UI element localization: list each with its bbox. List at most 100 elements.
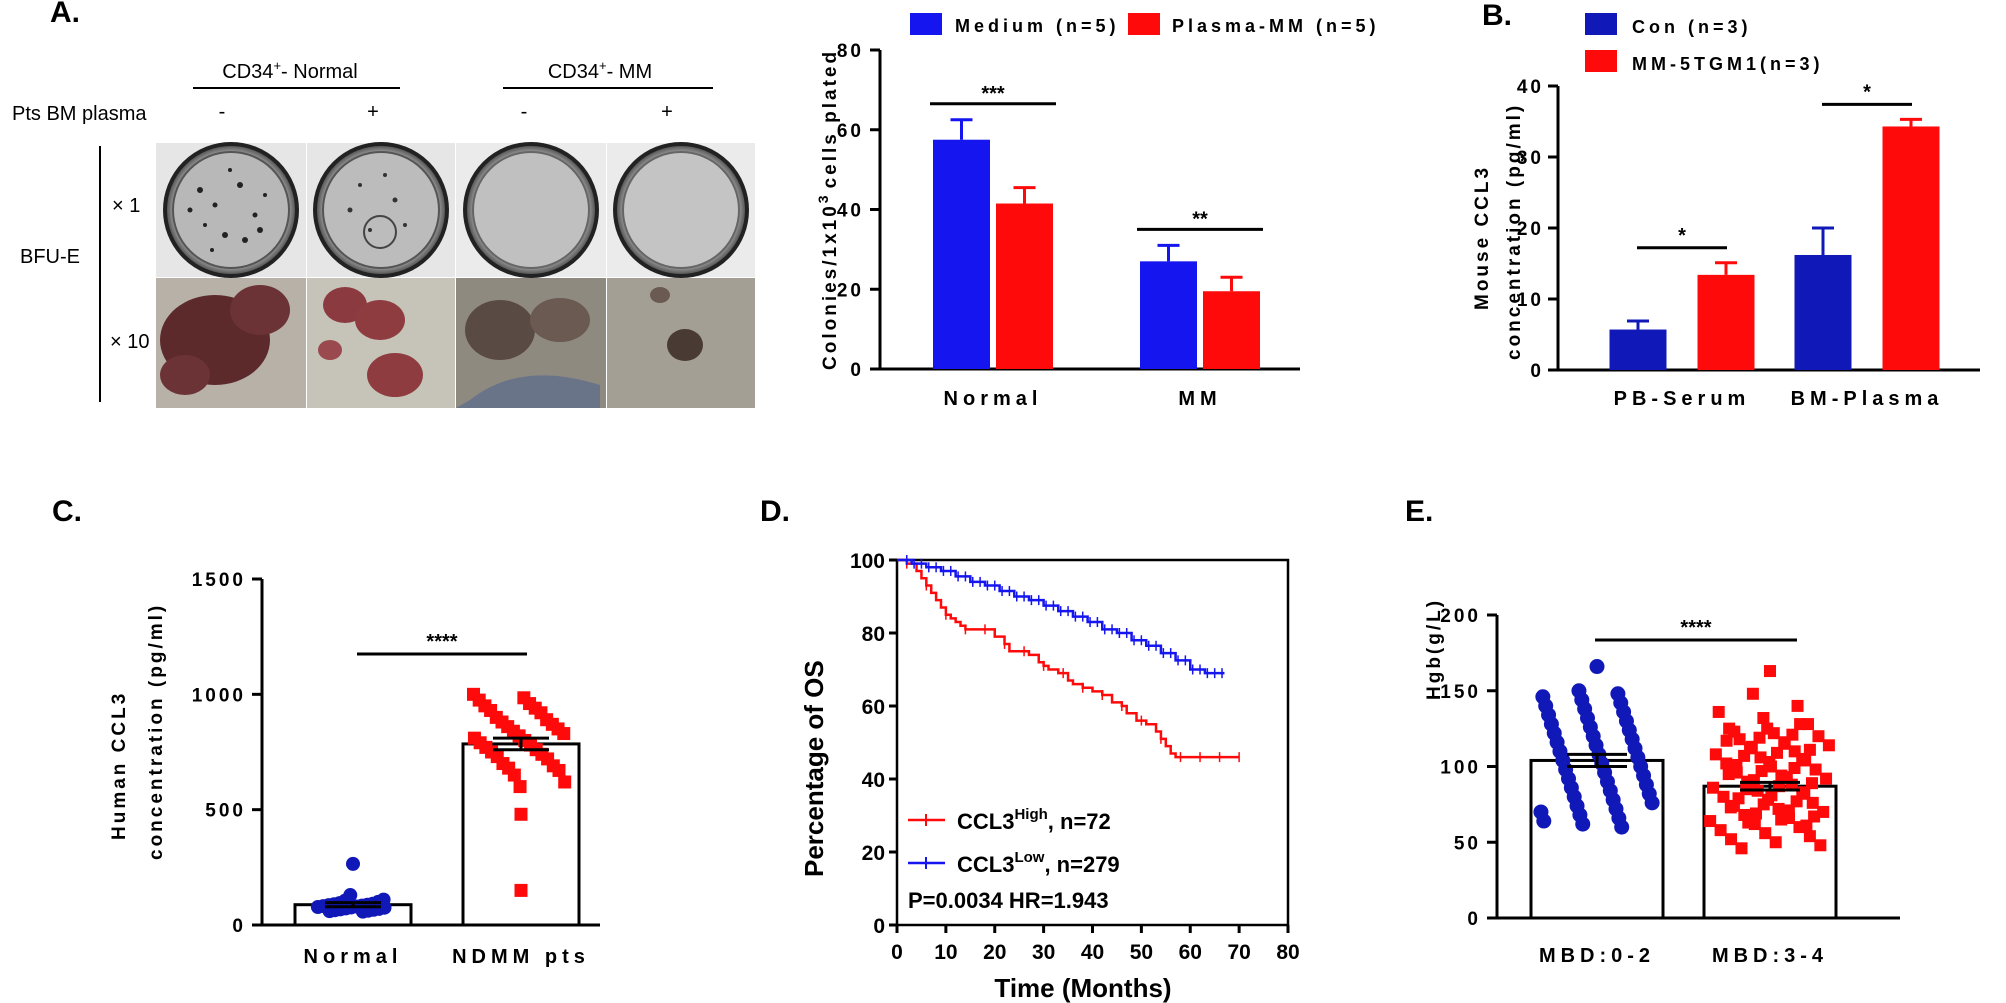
chart-b-sig-label: * bbox=[1678, 225, 1686, 247]
legend-swatch-5tgm1 bbox=[1585, 50, 1617, 72]
chart-e-ytick-label: 50 bbox=[1454, 833, 1481, 854]
chart-e-point-mbd34 bbox=[1707, 781, 1719, 794]
chart-e-point-mbd34 bbox=[1757, 798, 1770, 811]
chart-c-category-label: Normal bbox=[304, 946, 403, 968]
chart-d-xtick-label: 40 bbox=[1081, 941, 1104, 964]
chart-b-ytick-label: 40 bbox=[1517, 77, 1544, 98]
chart-a-bar bbox=[933, 139, 990, 369]
chart-a-sig-label: *** bbox=[981, 83, 1005, 105]
photo-row-label: BFU-E bbox=[20, 246, 80, 268]
chart-c-point-normal bbox=[346, 856, 360, 871]
photo-mag-1: × 1 bbox=[112, 195, 140, 217]
chart-d-curve-low bbox=[897, 558, 1225, 675]
chart-a-ytick-label: 80 bbox=[837, 41, 864, 62]
micro-mm-minus bbox=[456, 278, 606, 408]
photo-sign-4: + bbox=[661, 101, 673, 123]
photo-col-group-normal: CD34+- Normal bbox=[222, 58, 357, 83]
chart-e-point-mbd34 bbox=[1720, 757, 1733, 770]
chart-e-point-mbd34 bbox=[1808, 810, 1821, 823]
chart-d-xtick-label: 50 bbox=[1130, 941, 1153, 964]
chart-b-category-label: PB-Serum bbox=[1614, 388, 1751, 410]
chart-b-sig-label: * bbox=[1863, 81, 1871, 103]
chart-b-ytick-label: 0 bbox=[1530, 361, 1544, 382]
chart-b-category-label: BM-Plasma bbox=[1791, 388, 1944, 410]
chart-c-point-ndmm bbox=[513, 780, 527, 794]
chart-a-sig-label: ** bbox=[1192, 208, 1208, 230]
chart-d-xtick-label: 10 bbox=[934, 941, 957, 964]
chart-e-point-mbd34 bbox=[1763, 755, 1776, 768]
chart-a-ytick-label: 20 bbox=[837, 280, 864, 301]
chart-a-bar: Medium (n=5) Plasma-MM (n=5) Colonies/1x… bbox=[815, 13, 1376, 410]
dish-normal-minus bbox=[156, 142, 306, 278]
chart-c-point-ndmm bbox=[514, 807, 528, 821]
chart-e-point-mbd34 bbox=[1750, 807, 1762, 820]
chart-b-ytick-label: 20 bbox=[1517, 219, 1544, 240]
micro-normal-minus bbox=[156, 278, 306, 408]
chart-c-point-ndmm bbox=[514, 883, 528, 897]
chart-e-point-mbd34 bbox=[1771, 746, 1783, 759]
chart-d-ytick-label: 80 bbox=[862, 623, 885, 646]
chart-a-bar bbox=[1140, 261, 1197, 369]
chart-e-point-mbd34 bbox=[1755, 765, 1768, 778]
chart-b-ylabel-line2: concentration (pg/ml) bbox=[1504, 103, 1525, 360]
chart-c-ytick-label: 0 bbox=[232, 916, 246, 937]
photo-panel: CD34+- Normal CD34+- MM Pts BM plasma - … bbox=[12, 58, 755, 408]
chart-c-point-ndmm bbox=[558, 775, 572, 789]
chart-b-bar bbox=[1697, 274, 1755, 370]
chart-a-ytick-label: 60 bbox=[837, 121, 864, 142]
chart-d-xtick-label: 70 bbox=[1227, 941, 1250, 964]
chart-e-ytick-label: 0 bbox=[1467, 909, 1481, 930]
chart-d-ytick-label: 100 bbox=[850, 550, 885, 573]
chart-e-category-label: MBD:0-2 bbox=[1539, 945, 1655, 967]
chart-e-point-mbd34 bbox=[1764, 665, 1776, 678]
chart-e-point-mbd34 bbox=[1798, 786, 1811, 799]
micro-mm-plus bbox=[607, 278, 755, 408]
km-legend-label-low: CCL3Low, n=279 bbox=[957, 849, 1120, 877]
chart-e-point-mbd02 bbox=[1536, 813, 1552, 829]
legend-label-5tgm1: MM-5TGM1(n=3) bbox=[1632, 54, 1824, 74]
photo-col-group-mm: CD34+- MM bbox=[548, 58, 652, 83]
chart-a-ylabel: Colonies/1x103cells plated bbox=[815, 49, 841, 370]
chart-b-bar bbox=[1609, 329, 1667, 370]
chart-e-point-mbd34 bbox=[1803, 743, 1816, 756]
chart-e-point-mbd34 bbox=[1800, 819, 1813, 832]
chart-e-point-mbd34 bbox=[1812, 730, 1825, 743]
chart-e-point-mbd34 bbox=[1806, 777, 1818, 790]
chart-b-bar: Con (n=3) MM-5TGM1(n=3) Mouse CCL3 conce… bbox=[1472, 13, 1980, 410]
chart-e-point-mbd34 bbox=[1742, 816, 1755, 829]
chart-e-point-mbd34 bbox=[1717, 790, 1730, 803]
chart-e-ytick-label: 200 bbox=[1440, 606, 1481, 627]
chart-e-point-mbd02 bbox=[1575, 816, 1591, 832]
chart-c-ytick-label: 500 bbox=[205, 801, 246, 822]
chart-e-ytick-label: 100 bbox=[1440, 758, 1481, 779]
legend-label-con: Con (n=3) bbox=[1632, 17, 1752, 37]
chart-e-point-mbd34 bbox=[1724, 801, 1737, 814]
chart-b-ytick-label: 10 bbox=[1517, 290, 1544, 311]
micro-normal-plus bbox=[307, 278, 455, 408]
chart-e-point-mbd34 bbox=[1735, 842, 1748, 855]
chart-c-sig-label: **** bbox=[426, 631, 457, 653]
photo-sign-2: + bbox=[367, 101, 379, 123]
chart-e-point-mbd34 bbox=[1806, 796, 1819, 809]
chart-d-legend: CCL3High, n=72 CCL3Low, n=279 P=0.0034 H… bbox=[908, 806, 1120, 913]
chart-e-point-mbd34 bbox=[1725, 833, 1738, 846]
chart-d-xtick-label: 0 bbox=[891, 941, 903, 964]
chart-e-point-mbd34 bbox=[1714, 824, 1727, 837]
chart-d-xtick-label: 80 bbox=[1276, 941, 1299, 964]
chart-a-bar bbox=[996, 203, 1053, 369]
photo-sign-3: - bbox=[521, 101, 528, 123]
legend-label-medium: Medium (n=5) bbox=[955, 16, 1120, 36]
chart-e-category-label: MBD:3-4 bbox=[1712, 945, 1828, 967]
chart-e-scatter: Hgb(g/L) 0 50 100 150 200 MBD:0-2 MBD:3-4 **** bbox=[1424, 598, 1900, 967]
chart-d-xtick-label: 30 bbox=[1032, 941, 1055, 964]
chart-e-point-mbd34 bbox=[1745, 740, 1758, 753]
km-annotation: P=0.0034 HR=1.943 bbox=[908, 888, 1109, 913]
chart-c-ytick-label: 1500 bbox=[192, 570, 246, 591]
chart-e-point-mbd34 bbox=[1822, 739, 1835, 752]
dish-mm-plus bbox=[607, 142, 755, 278]
chart-c-point-ndmm bbox=[552, 763, 566, 777]
chart-e-point-mbd34 bbox=[1817, 805, 1830, 818]
chart-e-sig-label: **** bbox=[1680, 617, 1711, 639]
chart-c-category-label: NDMM pts bbox=[452, 946, 590, 968]
